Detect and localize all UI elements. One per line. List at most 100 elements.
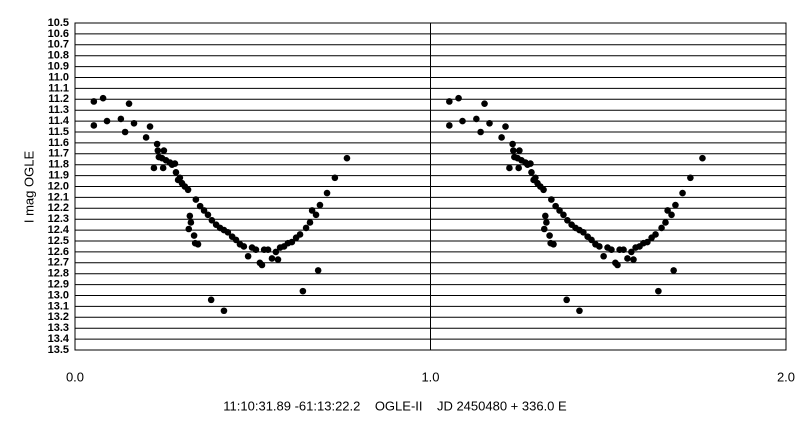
point [600,252,607,260]
point [99,94,107,102]
point [196,202,204,210]
x-tick-label: 1.0 [421,369,439,384]
point [159,164,167,172]
point [644,238,651,246]
y-tick-label: 13.1 [48,300,69,312]
point [187,219,195,226]
y-tick-label: 12.9 [48,279,69,291]
point [446,122,453,129]
point [288,238,296,246]
point [312,211,320,219]
y-tick-label: 12.1 [48,191,69,203]
y-axis-label: I mag OGLE [21,151,36,224]
point [596,243,603,250]
point [588,236,595,244]
point [90,122,98,129]
y-tick-label: 12.0 [48,180,69,192]
point [576,307,583,315]
point [563,296,570,304]
point [624,255,631,262]
point [630,256,637,263]
point [150,164,158,172]
point [186,212,194,220]
y-tick-label: 11.2 [48,93,69,105]
point [543,219,550,226]
point [608,246,615,254]
point [614,261,621,269]
point [672,201,679,209]
point [208,216,216,224]
point [224,228,232,236]
point [510,147,517,154]
y-tick-label: 11.7 [48,148,69,160]
point [515,164,522,172]
point [154,147,162,154]
y-tick-label: 12.7 [48,257,69,269]
point [652,231,659,238]
point [658,224,665,232]
y-tick-label: 11.6 [48,137,69,149]
y-tick-label: 12.6 [48,246,69,258]
point [477,128,484,136]
point [125,100,133,107]
point [264,246,272,254]
point [528,169,535,176]
point [560,211,567,219]
point [556,207,563,214]
y-tick-label: 10.6 [48,28,69,40]
point [564,216,571,224]
point [540,225,548,233]
point [687,174,694,182]
point [532,174,539,182]
point [268,255,276,262]
point [548,196,555,203]
point [296,231,304,238]
point [121,128,129,136]
y-tick-label: 10.9 [48,61,69,73]
point [252,246,260,254]
point [481,100,488,107]
y-tick-label: 13.5 [48,344,69,356]
point [655,287,662,295]
point [516,147,523,154]
y-tick-label: 11.0 [48,71,69,83]
point [308,207,316,214]
y-tick-label: 13.2 [48,311,69,323]
y-tick-label: 11.1 [48,82,69,94]
point [142,134,150,141]
point [343,154,351,162]
point [509,140,516,148]
point [542,212,549,220]
point [185,225,193,233]
point [207,296,215,304]
point [146,123,154,130]
point [668,211,675,219]
y-tick-label: 12.3 [48,213,69,225]
point [473,115,480,123]
y-tick-label: 10.5 [48,17,69,29]
point [117,115,125,123]
y-tick-label: 11.9 [48,170,69,182]
point [172,169,180,176]
point [192,196,200,203]
x-tick-label: 0.0 [66,369,84,384]
y-tick-label: 13.3 [48,322,69,334]
point [302,224,310,232]
point [90,98,98,105]
point [316,201,324,209]
point [620,246,627,254]
y-tick-label: 10.7 [48,39,69,51]
point [552,202,559,210]
point [194,240,202,248]
y-tick-label: 11.3 [48,104,69,116]
point [323,189,331,197]
point [240,243,248,250]
point [232,236,240,244]
point [699,154,706,162]
point [176,174,184,182]
point [498,134,505,141]
point [331,174,339,182]
point [628,248,635,256]
point [272,248,280,256]
